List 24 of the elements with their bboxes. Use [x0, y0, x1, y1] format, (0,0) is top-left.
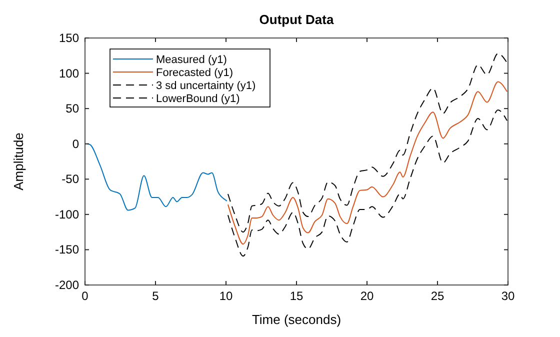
y-tick-label: 150: [58, 31, 80, 45]
y-axis-title: Amplitude: [11, 132, 26, 190]
y-tick-label: -200: [54, 278, 80, 292]
legend-label: Forecasted (y1): [156, 67, 234, 79]
y-tick-label: 50: [66, 102, 80, 116]
legend-label: Measured (y1): [156, 54, 227, 66]
y-tick-label: -150: [54, 242, 80, 257]
y-tick-label: 100: [58, 66, 80, 80]
x-tick-label: 10: [219, 289, 233, 303]
y-tick-label: -50: [62, 172, 80, 186]
x-tick-label: 0: [82, 289, 89, 303]
x-axis-title: Time (seconds): [252, 312, 342, 327]
x-tick-label: 15: [290, 289, 304, 303]
legend-label: LowerBound (y1): [156, 93, 240, 105]
x-tick-label: 25: [430, 289, 444, 303]
x-tick-label: 5: [152, 289, 160, 303]
line-series: [86, 143, 228, 211]
legend-label: 3 sd uncertainty (y1): [156, 80, 256, 92]
chart-title: Output Data: [259, 12, 334, 27]
x-tick-label: 20: [360, 289, 374, 303]
y-tick-label: -100: [54, 207, 80, 222]
x-tick-label: 30: [501, 289, 515, 303]
y-tick-label: 0: [72, 136, 80, 151]
line-series: [227, 109, 508, 257]
